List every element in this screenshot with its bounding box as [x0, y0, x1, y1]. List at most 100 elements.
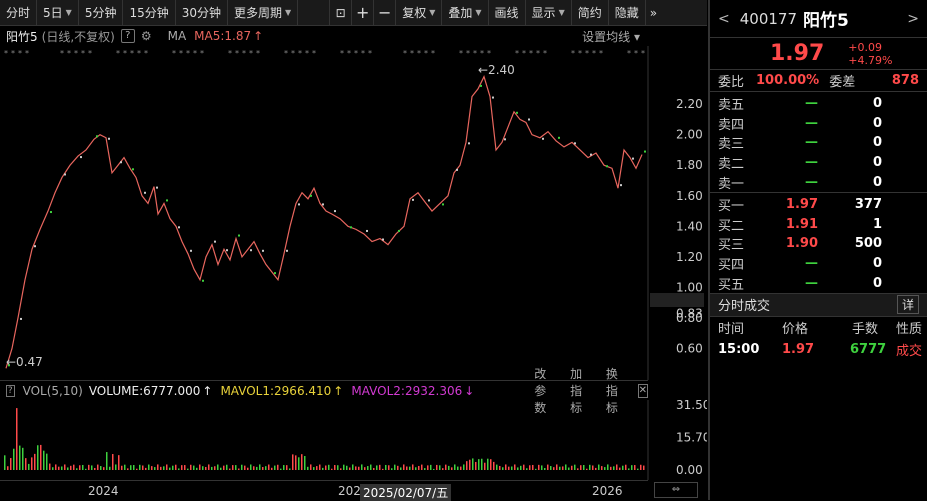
period-tab-5min[interactable]: 5分钟: [79, 0, 124, 26]
ask-price: —: [805, 96, 818, 112]
lock-icon: ⊡: [335, 5, 346, 20]
volume-bar: [550, 466, 552, 470]
volume-bar: [142, 465, 144, 470]
volume-bar: [595, 467, 597, 470]
price-chart[interactable]: * * * * * * * * * * * * * * * * * * * * * * * * * * * * * * * * * * * * * * * *…: [0, 46, 707, 380]
ask-row: 卖五 — 0: [710, 94, 927, 114]
volume-tick-label: 15.70: [676, 431, 707, 445]
zoom-in-button[interactable]: +: [352, 0, 375, 26]
event-marker: *: [536, 49, 540, 58]
hide-button[interactable]: 隐藏: [609, 0, 646, 26]
volume-value: VOLUME:6777.000: [88, 383, 201, 398]
volume-bar: [256, 466, 258, 470]
volume-bar: [310, 464, 312, 470]
book-divider: 买一 1.97 377 买二 1.91 1 买三 1.90 500 买四 — 0 买五 — 0: [710, 191, 927, 293]
bid-label: 买五: [718, 277, 745, 293]
set-ma-dropdown[interactable]: 设置均线 ▾: [582, 29, 640, 44]
bid-label: 买三: [718, 238, 745, 254]
ask-row: 卖四 — 0: [710, 114, 927, 134]
volume-bar: [298, 457, 300, 470]
ask-volume: 0: [872, 155, 882, 171]
volume-bar: [31, 457, 33, 470]
volume-bar: [409, 466, 411, 470]
period-tab-5day[interactable]: 5日 ▼: [37, 0, 79, 26]
event-marker: *: [18, 49, 22, 58]
period-tab-15min[interactable]: 15分钟: [123, 0, 176, 26]
close-icon[interactable]: ✕: [637, 383, 649, 398]
price-dot: [574, 142, 576, 145]
column-header-nature: 性质: [896, 322, 923, 338]
event-marker: *: [298, 49, 302, 58]
price-line: [5, 75, 643, 369]
volume-bar: [394, 464, 396, 470]
period-tab-30min[interactable]: 30分钟: [176, 0, 229, 26]
volume-bar: [358, 466, 360, 470]
dropdown-arrow-icon: ▼: [285, 8, 292, 17]
volume-bar: [136, 468, 138, 470]
trade-price: 1.97: [782, 342, 815, 358]
event-marker: *: [529, 49, 533, 58]
volume-bar: [211, 466, 213, 470]
chevron-left-icon[interactable]: <: [718, 10, 730, 27]
volume-bar: [352, 464, 354, 470]
event-marker: *: [172, 49, 176, 58]
volume-bar: [331, 468, 333, 470]
volume-bar: [523, 464, 525, 470]
volume-bar: [169, 467, 171, 470]
volume-bar: [571, 465, 573, 470]
volume-bar: [388, 465, 390, 470]
stock-name-label: 阳竹5: [6, 29, 38, 44]
switch-indicator-button[interactable]: 换指标: [605, 367, 618, 415]
volume-bar: [37, 445, 39, 470]
trades-detail-button[interactable]: 详: [896, 295, 919, 315]
tool-label: 画线: [494, 6, 519, 20]
volume-bar: [556, 464, 558, 470]
adjust-dropdown[interactable]: 复权 ▼: [396, 0, 443, 26]
draw-line-button[interactable]: 画线: [489, 0, 526, 26]
volume-bar: [604, 467, 606, 470]
period-tab-intraday[interactable]: 分时: [0, 0, 38, 26]
volume-bar: [622, 465, 624, 470]
price-dot: [34, 245, 36, 248]
volume-bar: [634, 465, 636, 470]
volume-info-bar: ? VOL(5,10) VOLUME:6777.000 ↑ MAVOL1:296…: [0, 367, 649, 415]
volume-bar: [337, 465, 339, 470]
overlay-dropdown[interactable]: 叠加 ▼: [442, 0, 489, 26]
price-dot: [366, 229, 368, 232]
volume-chart[interactable]: 31.50 15.70 0.00: [0, 400, 707, 480]
set-ma-label: 设置均线: [582, 29, 631, 44]
volume-bar: [427, 465, 429, 470]
help-icon[interactable]: ?: [120, 29, 135, 43]
simple-mode-button[interactable]: 简约: [572, 0, 609, 26]
period-more-dropdown[interactable]: 更多周期 ▼: [228, 0, 299, 26]
volume-bar: [178, 468, 180, 470]
price-tick-label: 2.00: [676, 128, 703, 142]
event-marker: *: [480, 49, 484, 58]
gear-icon[interactable]: ⚙: [140, 29, 152, 43]
volume-bar: [88, 464, 90, 470]
change-params-button[interactable]: 改参数: [534, 367, 547, 415]
volume-bar: [616, 464, 618, 470]
quote-panel: < 400177 阳竹5 > 1.97 +0.09 +4.79% 委比 100.…: [708, 0, 927, 500]
chevron-right-icon[interactable]: >: [907, 10, 919, 27]
dropdown-arrow-icon: ▼: [65, 8, 72, 17]
volume-bar: [208, 464, 210, 470]
volume-bar: [586, 468, 588, 470]
event-marker: *: [186, 49, 190, 58]
volume-bar: [499, 465, 501, 470]
volume-bar: [76, 468, 78, 470]
ask-row: 卖三 — 0: [710, 133, 927, 153]
collapse-panel-button[interactable]: »: [646, 0, 661, 26]
event-marker: *: [242, 49, 246, 58]
add-indicator-button[interactable]: 加指标: [570, 367, 583, 415]
volume-bar: [199, 464, 201, 470]
expand-corner-button[interactable]: ⇔: [654, 482, 698, 498]
volume-bar: [619, 467, 621, 470]
help-icon[interactable]: ?: [6, 384, 15, 397]
bid-row: 买一 1.97 377: [710, 195, 927, 215]
lock-button[interactable]: ⊡: [330, 0, 353, 26]
display-dropdown[interactable]: 显示 ▼: [526, 0, 572, 26]
volume-bar: [589, 464, 591, 470]
event-marker: *: [627, 49, 631, 58]
zoom-out-button[interactable]: −: [374, 0, 397, 26]
